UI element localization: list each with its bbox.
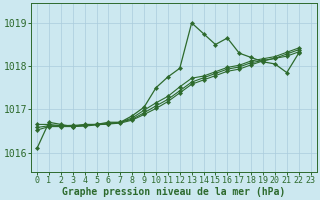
X-axis label: Graphe pression niveau de la mer (hPa): Graphe pression niveau de la mer (hPa) — [62, 186, 285, 197]
